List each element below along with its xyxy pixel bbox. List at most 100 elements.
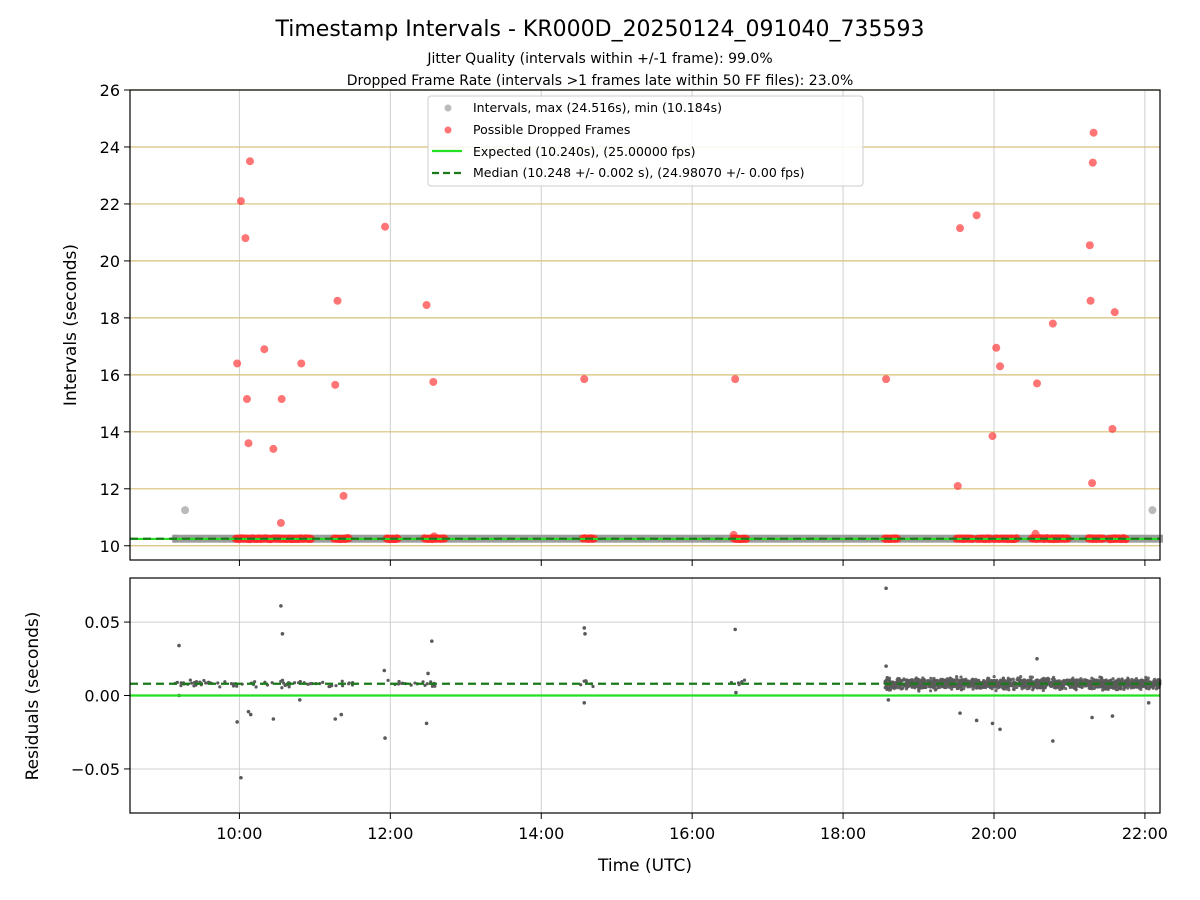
- residual-point: [298, 679, 302, 684]
- residual-point: [963, 684, 967, 688]
- residual-point: [925, 679, 930, 683]
- residual-outlier-point: [1110, 714, 1115, 718]
- residual-point: [940, 677, 945, 681]
- residual-point: [253, 680, 257, 684]
- residual-point: [413, 681, 417, 685]
- residual-point: [1002, 679, 1007, 683]
- dropped-frame-point: [429, 377, 438, 386]
- residual-point: [974, 677, 978, 681]
- residual-point: [986, 679, 990, 684]
- legend-box: [427, 95, 864, 187]
- residual-point: [1056, 679, 1060, 683]
- residual-point: [1130, 677, 1134, 682]
- top-y-tick-label: 20: [100, 252, 120, 271]
- dropped-frame-point: [1088, 158, 1097, 167]
- residual-point: [1001, 676, 1006, 681]
- residual-point: [1139, 685, 1143, 689]
- residual-point: [1139, 682, 1143, 687]
- dropped-frame-point: [731, 375, 740, 384]
- dropped-frame-point: [297, 359, 306, 368]
- residual-point: [1049, 684, 1053, 689]
- legend-label-median: Median (10.248 +/- 0.002 s), (24.98070 +…: [473, 165, 804, 180]
- top-y-axis-label: Intervals (seconds): [61, 244, 81, 406]
- residual-point: [1019, 675, 1023, 679]
- dropped-frame-point: [244, 439, 253, 448]
- residual-point: [189, 681, 194, 685]
- residual-point: [1008, 678, 1013, 682]
- residual-point: [1044, 678, 1048, 682]
- dropped-frame-point: [1085, 241, 1094, 250]
- residual-point: [283, 683, 287, 688]
- residual-point: [433, 684, 437, 688]
- residual-point: [1024, 682, 1028, 686]
- dropped-frame-point: [953, 481, 962, 490]
- residual-point: [1134, 677, 1138, 681]
- residual-point: [1122, 687, 1126, 691]
- residual-point: [1092, 686, 1096, 691]
- dropped-frame-point: [260, 345, 269, 354]
- residual-point: [282, 681, 286, 685]
- residual-point: [910, 678, 915, 682]
- dropped-frame-point: [1108, 424, 1117, 433]
- residual-point: [976, 680, 981, 684]
- residual-point: [938, 685, 942, 689]
- residual-point: [1015, 685, 1019, 690]
- top-y-tick-label: 22: [100, 195, 120, 214]
- residual-outlier-point: [998, 727, 1002, 732]
- dropped-frame-point: [992, 343, 1001, 352]
- top-plot-frame: [129, 89, 1161, 561]
- residual-point: [955, 686, 959, 690]
- residual-outlier-point: [333, 717, 338, 721]
- residual-point: [887, 676, 892, 680]
- residual-point: [430, 684, 435, 688]
- residual-point: [906, 685, 910, 689]
- top-points: [130, 128, 1160, 544]
- residual-outlier-point: [990, 721, 995, 726]
- residual-point: [223, 680, 227, 684]
- residual-point: [917, 689, 921, 693]
- residual-outlier-point: [582, 701, 587, 705]
- top-y-tick-label: 12: [100, 480, 120, 499]
- dropped-frame-point: [277, 395, 286, 404]
- legend-label-dropped: Possible Dropped Frames: [473, 122, 630, 137]
- residual-point: [905, 680, 909, 685]
- residual-point: [1144, 684, 1148, 688]
- dropped-frame-point: [241, 234, 250, 243]
- residual-point: [1116, 679, 1120, 683]
- residual-outlier-point: [383, 736, 387, 740]
- residual-outlier-point: [1146, 701, 1151, 705]
- bottom-panel: 0.05 0.00 −0.05 10:00 12:00 14:00 16:00 18:00 2…: [23, 577, 1168, 876]
- dropped-frame-point: [580, 375, 589, 384]
- residual-point: [971, 687, 975, 691]
- dropped-frame-point: [331, 380, 340, 389]
- residual-point: [740, 679, 744, 684]
- residual-point: [584, 680, 588, 684]
- bottom-y-axis: 0.05 0.00 −0.05: [71, 613, 130, 779]
- residual-point: [918, 686, 922, 690]
- dropped-frame-point: [245, 157, 254, 166]
- residual-outlier-point: [248, 712, 253, 717]
- top-y-tick-label: 16: [100, 366, 120, 385]
- residual-point: [959, 675, 963, 679]
- residual-point: [928, 689, 933, 693]
- residual-point: [1011, 677, 1015, 681]
- residual-point: [306, 682, 310, 686]
- residual-point: [898, 685, 902, 690]
- interval-point: [1148, 506, 1157, 515]
- residual-point: [1050, 677, 1054, 681]
- residual-point: [1146, 676, 1150, 680]
- residual-point: [1137, 679, 1141, 683]
- residual-outlier-point: [1090, 715, 1094, 720]
- bottom-y-tick-label: 0.00: [84, 687, 120, 706]
- residual-point: [1126, 676, 1130, 680]
- top-y-tick-label: 10: [100, 537, 120, 556]
- x-tick-label: 20:00: [971, 824, 1017, 843]
- residual-point: [1154, 687, 1159, 691]
- residual-outlier-point: [886, 698, 891, 702]
- residual-point: [953, 678, 957, 682]
- residual-outlier-point: [279, 604, 283, 608]
- residual-point: [1099, 678, 1104, 682]
- residual-point: [986, 684, 990, 688]
- top-y-tick-label: 18: [100, 309, 120, 328]
